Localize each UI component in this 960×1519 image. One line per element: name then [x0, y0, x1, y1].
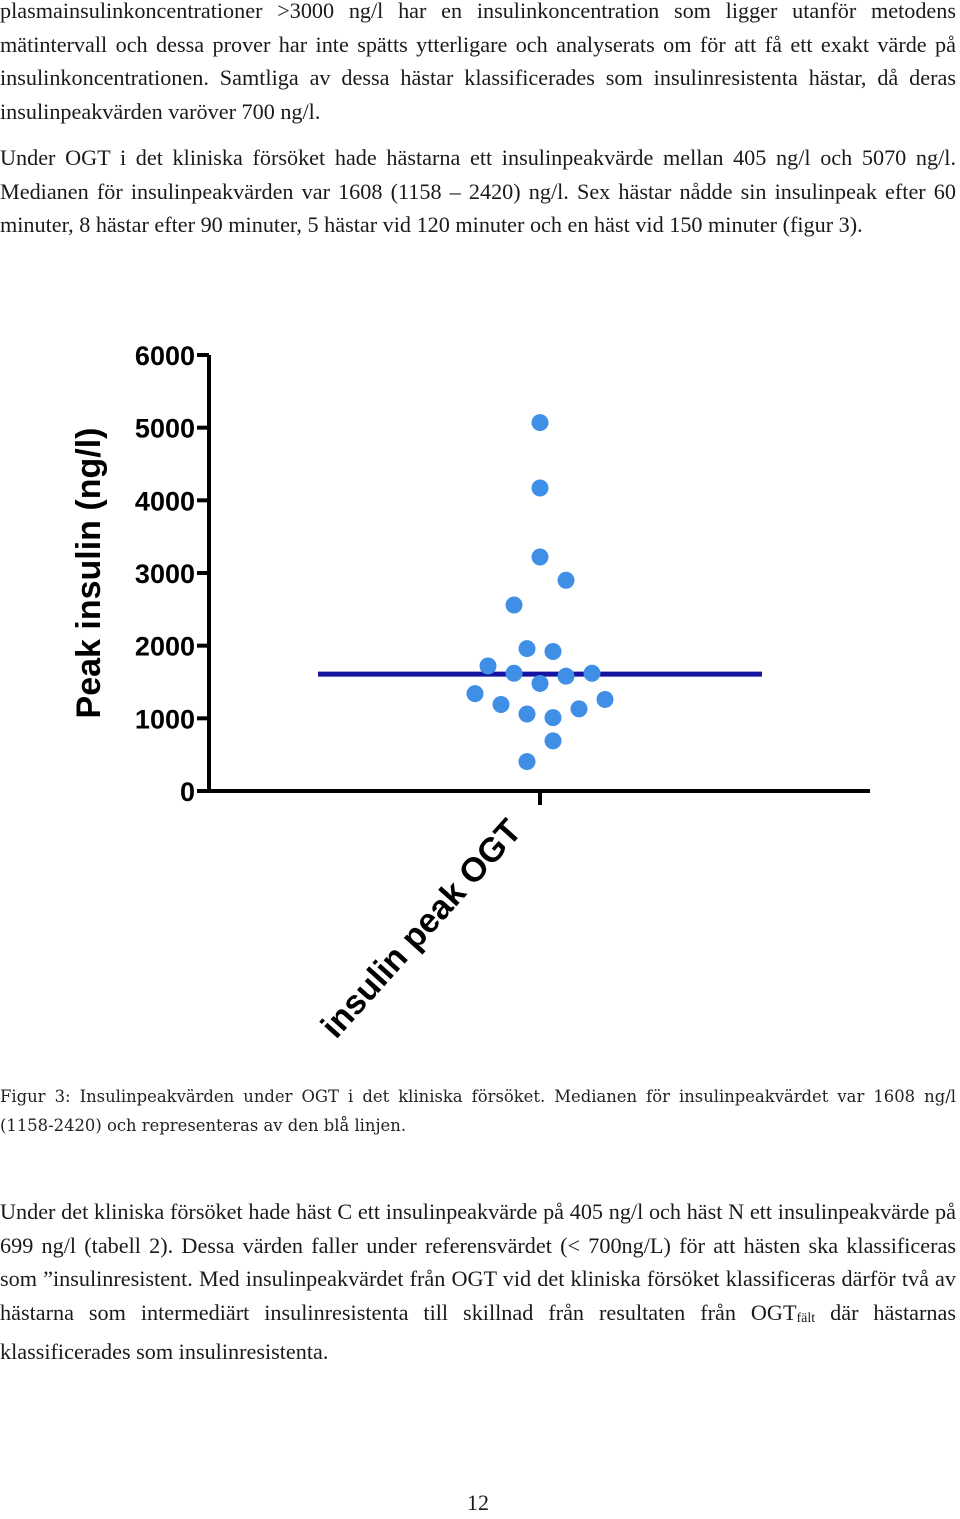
- data-point: [531, 674, 549, 692]
- data-point: [544, 642, 562, 660]
- data-point: [583, 664, 601, 682]
- x-category-label: insulin peak OGT: [314, 812, 529, 1045]
- y-tick-label: 2000: [135, 632, 195, 662]
- data-points: [466, 414, 614, 771]
- y-tick-label: 4000: [135, 486, 195, 516]
- paragraph-bottom-end: där hästarnas klassificerades som insuli…: [0, 1299, 956, 1365]
- data-point: [505, 664, 523, 682]
- figure-caption: Figur 3: Insulinpeakvärden under OGT i d…: [0, 1087, 956, 1135]
- data-point: [557, 667, 575, 685]
- data-point: [570, 700, 588, 718]
- y-axis: 0 1000 2000 3000 4000 5000 6000: [135, 341, 211, 807]
- paragraph-bottom: Under det kliniska försöket hade häst C …: [0, 1195, 956, 1369]
- data-point: [479, 657, 497, 675]
- y-tick-label: 3000: [135, 559, 195, 589]
- page-number: 12: [467, 1490, 489, 1515]
- data-point: [531, 479, 549, 497]
- y-tick-label: 5000: [135, 414, 195, 444]
- x-axis: [209, 789, 870, 805]
- data-point: [518, 705, 536, 723]
- data-point: [596, 690, 614, 708]
- paragraph-top: plasmainsulinkoncentrationer >3000 ng/l …: [0, 0, 956, 124]
- data-point: [531, 414, 549, 432]
- data-point: [505, 596, 523, 614]
- paragraph-ogt-results: Under OGT i det kliniska försöket hade h…: [0, 145, 956, 238]
- y-tick-label: 1000: [135, 704, 195, 734]
- data-point: [492, 696, 510, 714]
- data-point: [531, 548, 549, 566]
- y-tick-label: 0: [180, 777, 195, 807]
- data-point: [544, 732, 562, 750]
- data-point: [557, 571, 575, 589]
- paragraph-bottom-text: Under det kliniska försöket hade häst C …: [0, 1199, 956, 1325]
- y-axis-label: Peak insulin (ng/l): [70, 428, 108, 719]
- data-point: [466, 685, 484, 703]
- data-point: [544, 709, 562, 727]
- insulin-peak-chart: 0 1000 2000 3000 4000 5000 6000 Peak insulin (…: [70, 341, 870, 1045]
- subscript-falt: fält: [796, 1310, 816, 1326]
- y-tick-label: 6000: [135, 341, 195, 371]
- data-point: [518, 753, 536, 771]
- data-point: [518, 640, 536, 658]
